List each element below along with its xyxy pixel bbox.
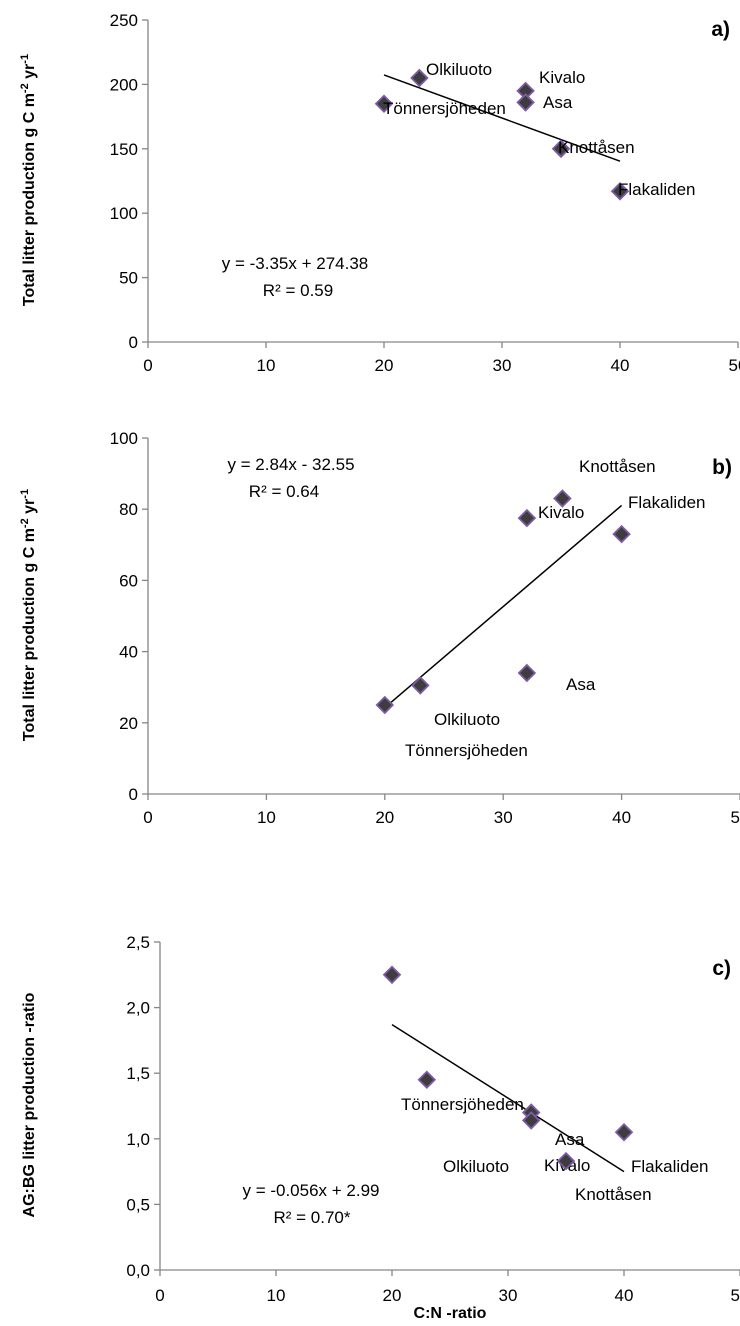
data-label: Kivalo — [539, 68, 585, 87]
r-squared: R² = 0.70* — [273, 1208, 350, 1227]
x-tick-label: 30 — [499, 1286, 518, 1305]
data-label: Olkiluoto — [434, 710, 500, 729]
trendline — [391, 1024, 625, 1173]
x-tick-label: 50 — [729, 356, 740, 375]
y-tick-label: 60 — [119, 571, 138, 590]
y-axis-label: Total litter production g C m-2 yr-1 — [19, 54, 38, 306]
y-tick-label: 20 — [119, 714, 138, 733]
y-tick-label: 50 — [119, 269, 138, 288]
data-point — [411, 676, 430, 695]
y-tick-label: 0 — [129, 333, 138, 352]
data-label: Flakaliden — [631, 1157, 709, 1176]
data-point — [553, 489, 572, 508]
data-point — [517, 663, 537, 683]
y-tick-label: 100 — [110, 204, 138, 223]
x-tick-label: 50 — [731, 808, 740, 827]
x-tick-label: 0 — [143, 356, 152, 375]
data-point — [374, 94, 394, 113]
data-label: Flakaliden — [628, 493, 706, 512]
y-axis-label-superscript: -2 — [19, 518, 31, 528]
trendline — [384, 504, 623, 709]
data-point — [614, 1122, 634, 1142]
data-label: Olkiluoto — [443, 1157, 509, 1176]
data-point — [521, 1111, 541, 1130]
y-tick-label: 80 — [119, 500, 138, 519]
x-tick-label: 20 — [375, 808, 394, 827]
data-point — [382, 965, 402, 985]
x-tick-label: 20 — [375, 356, 394, 375]
x-tick-label: 0 — [143, 808, 152, 827]
data-point — [410, 68, 429, 88]
y-axis-label-text: AG:BG litter production -ratio — [21, 992, 38, 1217]
data-point — [556, 1151, 576, 1171]
data-label: Flakaliden — [618, 180, 696, 199]
y-tick-label: 1,0 — [126, 1130, 150, 1149]
y-tick-label: 150 — [110, 140, 138, 159]
chart-panel-c: 0,0 0,5 1,0 1,5 2,0 2,5 0 10 20 30 40 50 Tönnersjöhe… — [21, 933, 740, 1322]
data-point — [612, 524, 631, 544]
x-tick-label: 40 — [612, 808, 631, 827]
x-tick-label: 10 — [257, 808, 276, 827]
chart-panel-b: 0 20 40 60 80 100 0 10 20 30 40 50 Knottåsen Kivalo Fl… — [19, 429, 740, 827]
data-label: Asa — [555, 1130, 585, 1149]
data-label: Asa — [566, 675, 596, 694]
y-axis-label-superscript: -2 — [19, 83, 31, 93]
y-tick-label: 100 — [110, 429, 138, 448]
trendline-equation: y = -3.35x + 274.38 — [222, 254, 369, 273]
data-label: Knottåsen — [579, 457, 656, 476]
x-tick-label: 40 — [615, 1286, 634, 1305]
y-tick-label: 0,0 — [126, 1261, 150, 1280]
y-axis-label-unit: yr — [21, 64, 38, 84]
data-point — [517, 508, 537, 528]
data-point — [551, 139, 571, 159]
y-axis-label-text: Total litter production g C m — [21, 528, 38, 741]
chart-panel-a: 0 50 100 150 200 250 0 10 20 30 40 50 Olkiluoto Kival… — [19, 11, 740, 375]
trendline — [383, 74, 621, 162]
panel-label: a) — [711, 18, 730, 41]
y-axis-label-superscript: -1 — [19, 489, 31, 499]
y-tick-label: 0 — [129, 785, 138, 804]
x-tick-label: 10 — [267, 1286, 286, 1305]
data-point — [375, 695, 395, 715]
panel-label: b) — [712, 456, 732, 479]
r-squared: R² = 0.59 — [263, 281, 333, 300]
data-label: Asa — [543, 93, 573, 112]
r-squared: R² = 0.64 — [249, 482, 319, 501]
x-tick-label: 40 — [611, 356, 630, 375]
x-tick-label: 50 — [731, 1286, 740, 1305]
data-label: Knottåsen — [558, 138, 635, 157]
x-axis-label: C:N -ratio — [414, 1305, 487, 1322]
y-tick-label: 40 — [119, 643, 138, 662]
data-label: Kivalo — [538, 503, 584, 522]
y-tick-label: 2,5 — [126, 933, 150, 952]
data-label: Tönnersjöheden — [401, 1095, 524, 1114]
y-tick-label: 250 — [110, 11, 138, 30]
y-tick-label: 200 — [110, 75, 138, 94]
data-label: Knottåsen — [575, 1185, 652, 1204]
y-axis-label-text: Total litter production g C m — [21, 93, 38, 306]
x-tick-label: 20 — [383, 1286, 402, 1305]
y-axis-label: Total litter production g C m-2 yr-1 — [19, 489, 38, 741]
trendline-equation: y = 2.84x - 32.55 — [227, 455, 354, 474]
trendline-equation: y = -0.056x + 2.99 — [242, 1181, 379, 1200]
y-tick-label: 2,0 — [126, 999, 150, 1018]
y-axis-label-unit: yr — [21, 499, 38, 519]
x-tick-label: 10 — [257, 356, 276, 375]
data-label: Olkiluoto — [426, 60, 492, 79]
data-label: Tönnersjöheden — [383, 99, 506, 118]
data-label: Tönnersjöheden — [405, 741, 528, 760]
y-tick-label: 1,5 — [126, 1064, 150, 1083]
panel-label: c) — [712, 957, 731, 980]
y-axis-label: AG:BG litter production -ratio — [21, 992, 38, 1217]
data-point — [516, 93, 535, 112]
y-tick-label: 0,5 — [126, 1195, 150, 1214]
x-tick-label: 30 — [493, 356, 512, 375]
data-point — [610, 182, 630, 201]
data-point — [417, 1070, 437, 1090]
x-tick-label: 0 — [155, 1286, 164, 1305]
y-axis-label-superscript: -1 — [19, 54, 31, 64]
x-tick-label: 30 — [494, 808, 513, 827]
